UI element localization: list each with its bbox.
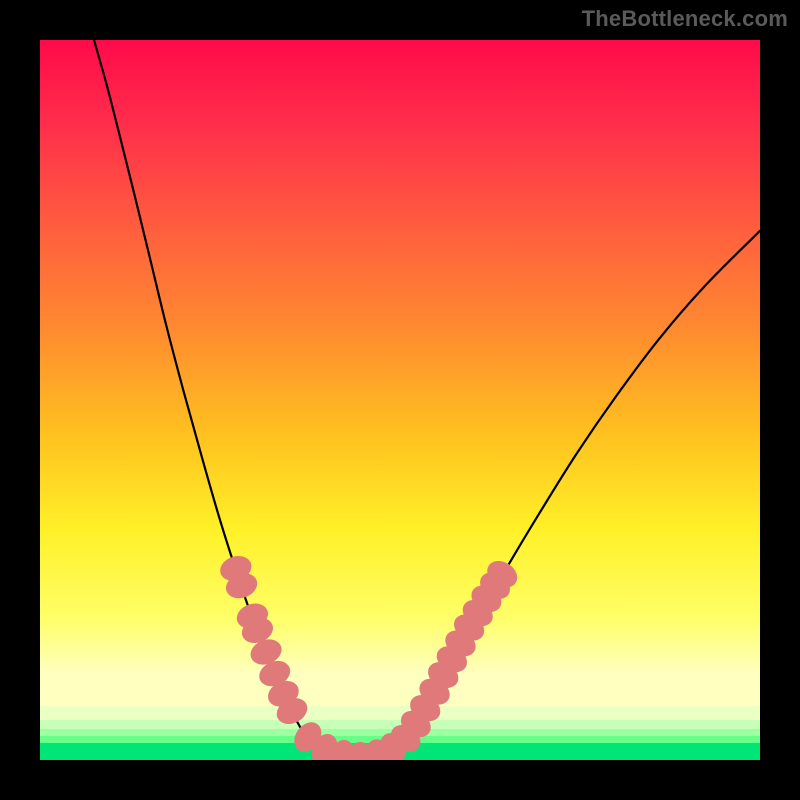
curve-layer	[40, 40, 760, 760]
watermark-text: TheBottleneck.com	[582, 6, 788, 32]
chart-frame: TheBottleneck.com	[0, 0, 800, 800]
bottleneck-curve	[94, 40, 760, 758]
plot-area	[40, 40, 760, 760]
